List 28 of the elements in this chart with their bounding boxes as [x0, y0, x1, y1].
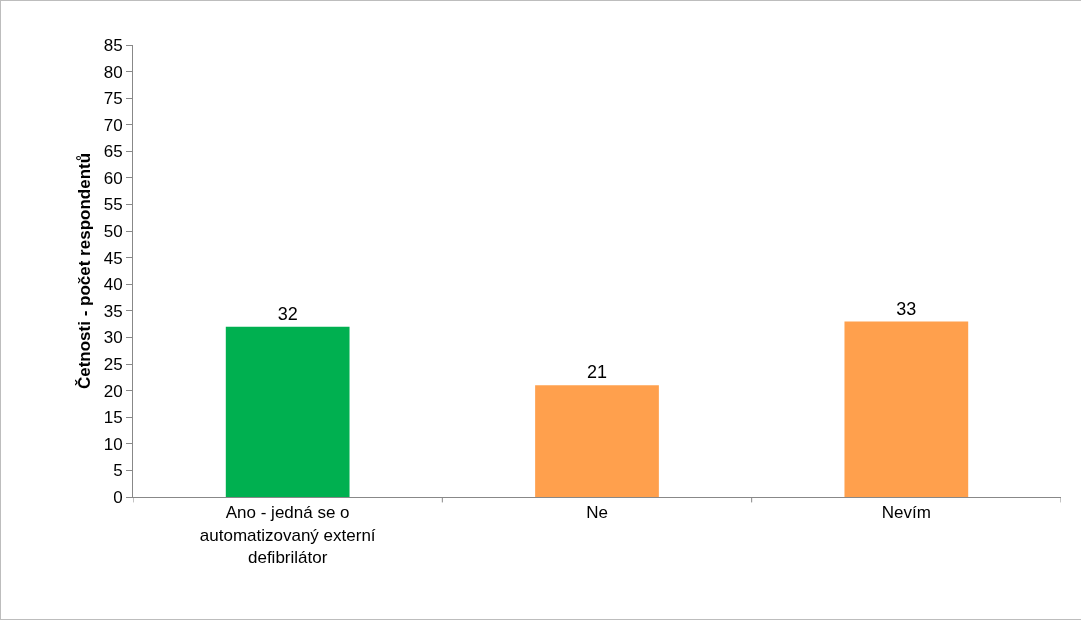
y-tick-label: 65 [103, 142, 123, 162]
y-axis-title: Četnosti - počet respondentů [75, 152, 95, 390]
y-tick-label: 35 [103, 301, 123, 321]
y-tick-label: 5 [113, 461, 123, 481]
x-tick-label: Ne [586, 503, 608, 523]
y-tick-label: 70 [103, 115, 123, 135]
data-label: 33 [896, 298, 917, 319]
x-tick-label: Ano - jedná se o automatizovaný externí defibrilátor [199, 503, 376, 567]
y-tick-label: 0 [113, 487, 123, 507]
y-tick-label: 25 [103, 355, 123, 375]
y-tick-label: 45 [103, 248, 123, 268]
data-label: 21 [586, 362, 608, 383]
data-label: 32 [277, 303, 298, 324]
y-tick-label: 80 [103, 62, 123, 82]
y-tick-label: 15 [103, 408, 123, 428]
y-tick-label: 30 [103, 328, 123, 348]
y-tick-label: 75 [103, 89, 123, 109]
y-tick-label: 55 [103, 195, 123, 215]
y-tick-label: 85 [103, 35, 123, 55]
x-tick-label: Nevím [881, 503, 931, 523]
bar [225, 326, 350, 497]
y-tick-label: 20 [103, 381, 123, 401]
y-tick-label: 40 [103, 275, 123, 295]
y-tick-label: 60 [103, 168, 123, 188]
bar [844, 321, 969, 497]
bar [535, 385, 659, 497]
y-tick-label: 50 [103, 222, 123, 242]
y-tick-label: 10 [103, 434, 123, 454]
